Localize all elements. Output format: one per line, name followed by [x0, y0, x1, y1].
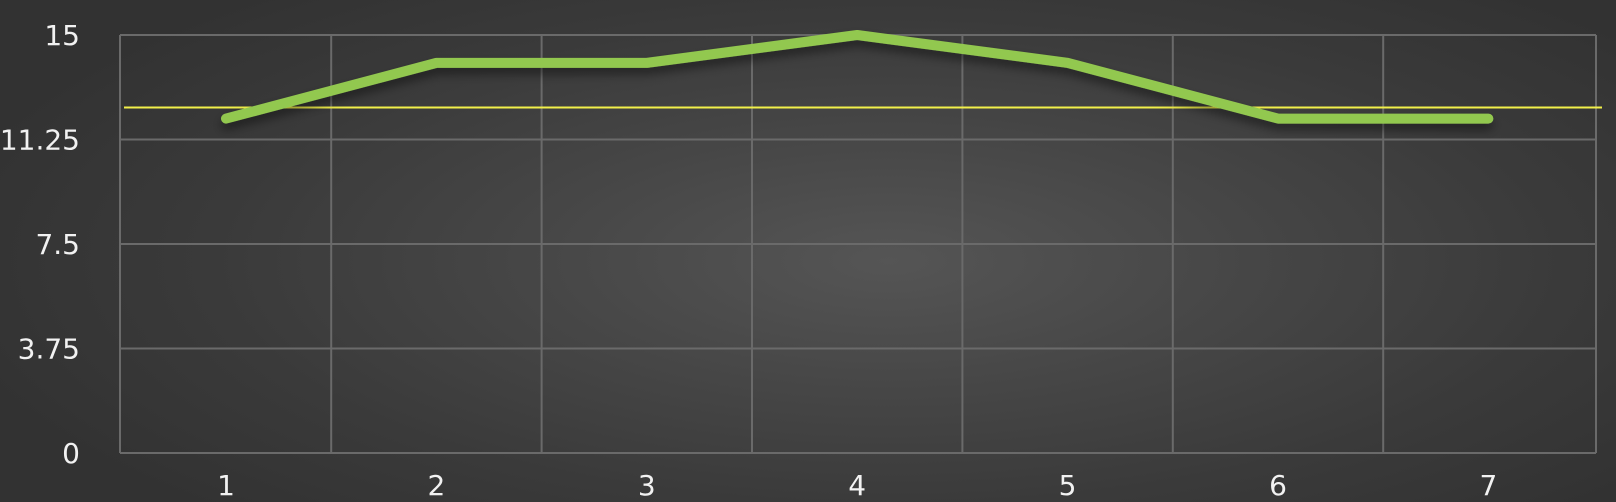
- data-point: [224, 116, 228, 121]
- y-tick-label: 3.75: [18, 333, 80, 366]
- data-point: [855, 33, 860, 37]
- data-point: [434, 60, 439, 65]
- x-tick-label: 6: [1269, 469, 1287, 502]
- series-line: [221, 30, 1494, 124]
- y-tick-label: 11.25: [0, 124, 80, 157]
- x-tick-label: 7: [1479, 469, 1497, 502]
- data-point: [1276, 116, 1280, 121]
- y-tick-label: 15: [44, 19, 80, 52]
- x-tick-label: 3: [638, 469, 656, 502]
- x-axis-tick-labels: 1 2 3 4 5 6 7: [217, 469, 1497, 502]
- grid: [119, 34, 1597, 454]
- y-tick-label: 0: [62, 437, 80, 470]
- y-axis-tick-labels: 0 3.75 7.5 11.25 15: [0, 19, 80, 470]
- x-tick-label: 5: [1059, 469, 1077, 502]
- data-point: [644, 60, 649, 65]
- data-point: [1486, 116, 1491, 121]
- x-tick-label: 2: [427, 469, 445, 502]
- x-tick-label: 4: [848, 469, 866, 502]
- y-tick-label: 7.5: [35, 228, 80, 261]
- series-layer: [221, 30, 1494, 124]
- data-point: [1065, 60, 1070, 65]
- x-tick-label: 1: [217, 469, 235, 502]
